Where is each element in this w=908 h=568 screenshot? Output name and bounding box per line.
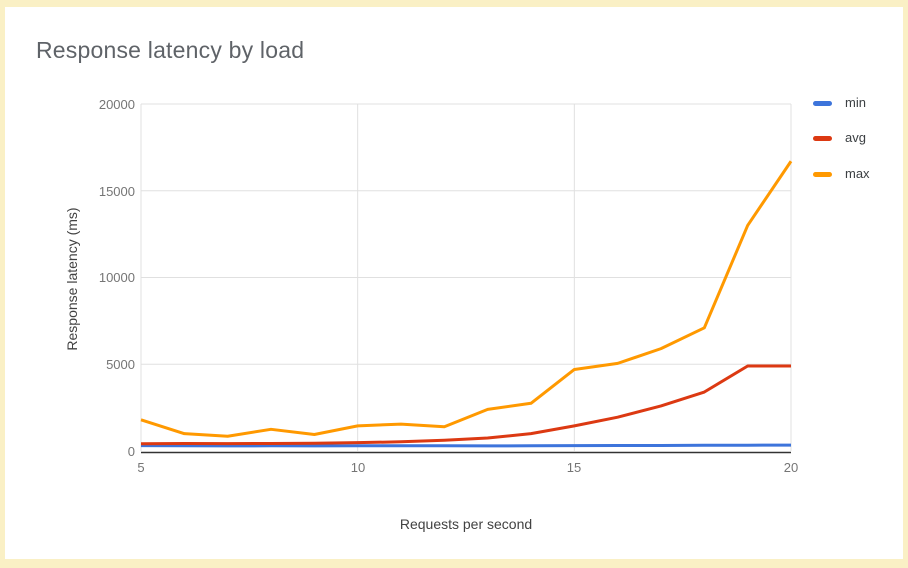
legend-swatch-min bbox=[813, 100, 832, 106]
y-tick-label: 0 bbox=[127, 444, 135, 459]
x-tick-label: 10 bbox=[350, 460, 366, 475]
legend-item-max: max bbox=[813, 166, 898, 182]
chart-canvas bbox=[140, 103, 793, 454]
legend-swatch-avg bbox=[813, 135, 832, 141]
y-tick-label: 20000 bbox=[98, 97, 135, 112]
legend-item-avg: avg bbox=[813, 130, 898, 146]
y-tick-label: 5000 bbox=[106, 357, 135, 372]
series-line-avg bbox=[140, 364, 791, 446]
x-tick-label: 15 bbox=[566, 460, 582, 475]
series-line-min bbox=[140, 443, 792, 448]
legend-label-min: min bbox=[845, 95, 866, 110]
y-tick-label: 10000 bbox=[98, 270, 135, 285]
series-line-max bbox=[140, 160, 793, 438]
legend-item-min: min bbox=[813, 95, 898, 111]
x-tick-label: 5 bbox=[137, 460, 145, 475]
chart-title: Response latency by load bbox=[36, 37, 305, 63]
legend-swatch-max bbox=[813, 171, 832, 177]
legend-label-max: max bbox=[845, 166, 870, 181]
x-axis-title: Requests per second bbox=[399, 516, 533, 532]
x-tick-label: 20 bbox=[783, 460, 799, 475]
page-background: Response latency by load 20000 15000 100… bbox=[5, 7, 903, 559]
legend-label-avg: avg bbox=[845, 130, 866, 145]
chart-container: Response latency by load 20000 15000 100… bbox=[5, 7, 903, 559]
y-tick-label: 15000 bbox=[98, 184, 135, 199]
y-axis-title: Response latency (ms) bbox=[64, 207, 80, 351]
